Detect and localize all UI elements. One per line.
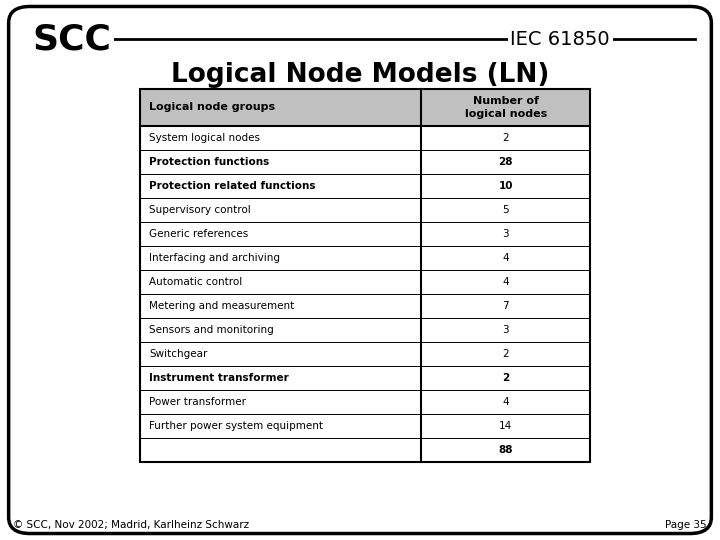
Text: 3: 3 (503, 325, 509, 335)
Text: Logical Node Models (LN): Logical Node Models (LN) (171, 62, 549, 87)
FancyBboxPatch shape (9, 6, 711, 534)
Text: 10: 10 (498, 181, 513, 191)
Bar (421, 89, 590, 126)
Text: Generic references: Generic references (149, 229, 248, 239)
Text: 4: 4 (503, 253, 509, 263)
Text: 5: 5 (503, 205, 509, 215)
Bar (140, 366, 590, 390)
Text: Page 35: Page 35 (665, 520, 707, 530)
Bar (140, 89, 590, 462)
Text: IEC 61850: IEC 61850 (510, 30, 610, 49)
Text: Logical node groups: Logical node groups (149, 103, 275, 112)
Text: Further power system equipment: Further power system equipment (149, 421, 323, 431)
Text: 7: 7 (503, 301, 509, 311)
Text: Interfacing and archiving: Interfacing and archiving (149, 253, 280, 263)
Text: 88: 88 (498, 445, 513, 455)
Bar (140, 222, 590, 246)
Text: Protection related functions: Protection related functions (149, 181, 315, 191)
Text: Switchgear: Switchgear (149, 349, 207, 359)
Text: 2: 2 (503, 349, 509, 359)
Bar (140, 270, 590, 294)
Text: 28: 28 (498, 157, 513, 167)
Text: 3: 3 (503, 229, 509, 239)
Text: 4: 4 (503, 397, 509, 407)
Bar (140, 342, 590, 366)
Bar (140, 126, 590, 150)
Bar (140, 174, 590, 198)
Bar (140, 414, 590, 438)
Text: © SCC, Nov 2002; Madrid, Karlheinz Schwarz: © SCC, Nov 2002; Madrid, Karlheinz Schwa… (13, 520, 249, 530)
Text: Instrument transformer: Instrument transformer (149, 373, 289, 383)
Text: Automatic control: Automatic control (149, 277, 243, 287)
Text: 2: 2 (502, 373, 510, 383)
Text: Supervisory control: Supervisory control (149, 205, 251, 215)
Bar (140, 89, 590, 126)
Bar (140, 198, 590, 222)
Text: Power transformer: Power transformer (149, 397, 246, 407)
Text: SCC: SCC (32, 23, 112, 56)
Text: System logical nodes: System logical nodes (149, 133, 260, 143)
Bar (140, 294, 590, 318)
Text: Metering and measurement: Metering and measurement (149, 301, 294, 311)
Bar (140, 150, 590, 174)
Text: 4: 4 (503, 277, 509, 287)
Text: Sensors and monitoring: Sensors and monitoring (149, 325, 274, 335)
Text: 2: 2 (503, 133, 509, 143)
Text: Protection functions: Protection functions (149, 157, 269, 167)
Text: 14: 14 (499, 421, 513, 431)
Bar (140, 438, 590, 462)
Bar (140, 246, 590, 270)
Text: Number of
logical nodes: Number of logical nodes (464, 96, 547, 119)
Bar (140, 318, 590, 342)
Bar (140, 390, 590, 414)
